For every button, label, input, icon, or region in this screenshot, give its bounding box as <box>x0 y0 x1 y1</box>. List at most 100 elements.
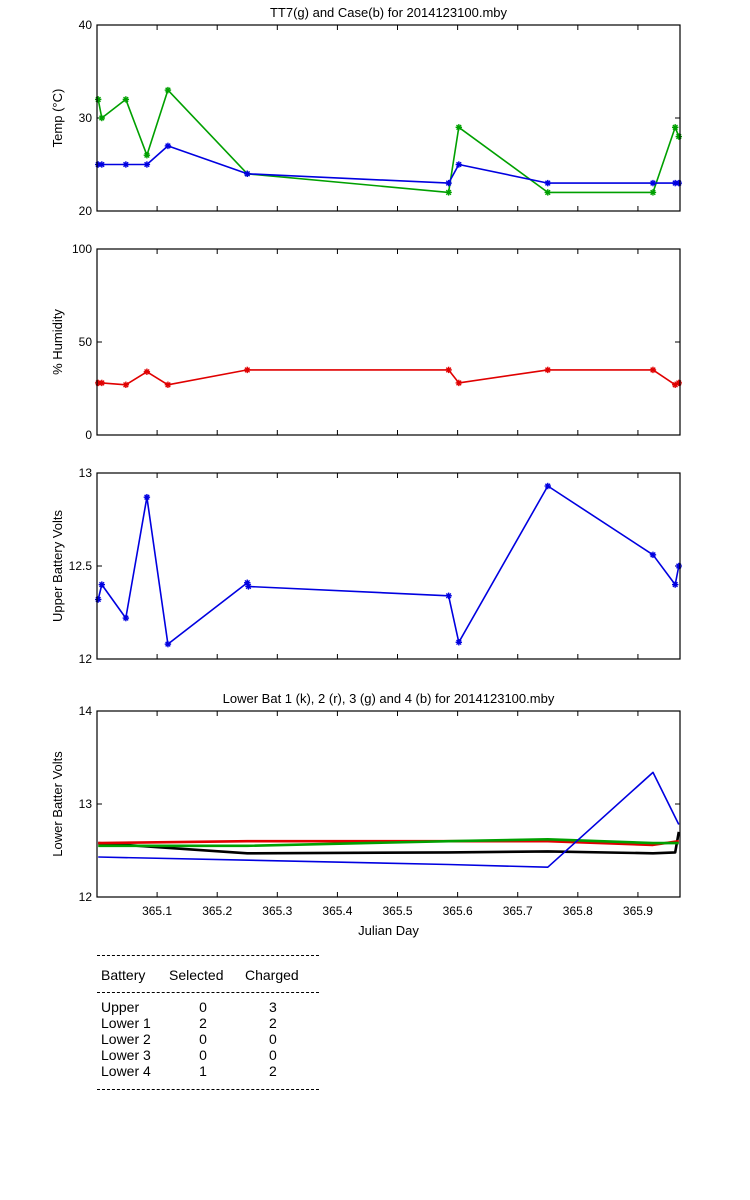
x-tick-label: 365.4 <box>322 904 352 918</box>
y-tick-label: 100 <box>72 242 92 256</box>
data-point-marker <box>456 161 462 168</box>
y-axis-label: Temp (°C) <box>50 89 65 148</box>
series-4 <box>98 771 680 869</box>
table-row: Upper 0 3 <box>97 999 319 1015</box>
y-axis-label: Lower Batter Volts <box>50 751 65 857</box>
row-battery-name: Upper <box>101 999 140 1015</box>
chart-title: Lower Bat 1 (k), 2 (r), 3 (g) and 4 (b) … <box>223 691 555 706</box>
data-point-marker <box>544 180 551 186</box>
series-2 <box>95 142 682 187</box>
data-point-marker <box>544 189 551 196</box>
data-point-marker <box>544 367 551 373</box>
table-header-rule <box>97 992 319 993</box>
table-row: Lower 1 2 2 <box>97 1015 319 1031</box>
x-tick-label: 365.1 <box>142 904 172 918</box>
data-point-marker <box>445 189 452 196</box>
plot-frame <box>96 710 681 898</box>
y-tick-label: 20 <box>79 204 93 218</box>
y-tick-label: 40 <box>79 18 93 32</box>
y-tick-label: 12.5 <box>69 559 93 573</box>
header-battery: Battery <box>101 967 146 983</box>
row-selected: 0 <box>199 1031 207 1047</box>
row-charged: 0 <box>269 1031 277 1047</box>
x-tick-label: 365.3 <box>262 904 292 918</box>
data-point-marker <box>165 641 171 647</box>
series-1 <box>95 86 682 196</box>
y-tick-label: 13 <box>79 466 93 480</box>
header-charged: Charged <box>245 967 299 983</box>
chart-panel-3: 12 12.5 13 Upper Battery Volts <box>50 466 682 666</box>
data-point-marker <box>144 368 150 375</box>
series-1 <box>95 366 682 388</box>
chart-panel-4: 12 13 14 365.1 365.2 365.3 365.4 365.5 365.6 365.… <box>50 691 681 938</box>
row-battery-name: Lower 3 <box>101 1047 151 1063</box>
data-point-marker <box>544 483 551 489</box>
data-point-marker <box>650 367 656 373</box>
data-point-marker <box>99 115 105 121</box>
plot-frame <box>96 24 681 212</box>
data-point-marker <box>672 124 678 131</box>
data-point-marker <box>123 615 129 621</box>
row-selected: 0 <box>199 999 207 1015</box>
table-row: Lower 4 1 2 <box>97 1063 319 1079</box>
x-tick-label: 365.2 <box>202 904 232 918</box>
series-line <box>98 771 680 869</box>
data-point-marker <box>245 583 252 590</box>
row-charged: 3 <box>269 999 277 1015</box>
data-point-marker <box>123 96 129 103</box>
y-tick-label: 12 <box>79 652 93 666</box>
header-selected: Selected <box>169 967 224 983</box>
data-point-marker <box>456 639 462 646</box>
row-battery-name: Lower 1 <box>101 1015 151 1031</box>
row-selected: 2 <box>199 1015 207 1031</box>
data-point-marker <box>99 161 105 168</box>
row-selected: 0 <box>199 1047 207 1063</box>
series-line <box>98 369 680 386</box>
y-tick-label: 13 <box>79 797 93 811</box>
data-point-marker <box>123 161 129 168</box>
y-axis-label: % Humidity <box>50 309 65 375</box>
data-point-marker <box>165 143 171 149</box>
y-tick-label: 30 <box>79 111 93 125</box>
data-point-marker <box>144 152 150 158</box>
data-point-marker <box>244 171 251 177</box>
y-axis-label: Upper Battery Volts <box>50 510 65 622</box>
y-tick-label: 0 <box>85 428 92 442</box>
table-bottom-rule <box>97 1089 319 1090</box>
data-point-marker <box>445 180 452 186</box>
data-point-marker <box>445 592 452 599</box>
x-tick-label: 365.6 <box>443 904 473 918</box>
row-battery-name: Lower 4 <box>101 1063 151 1079</box>
data-point-marker <box>165 381 171 388</box>
series-line <box>98 837 679 848</box>
row-charged: 0 <box>269 1047 277 1063</box>
data-point-marker <box>165 87 171 93</box>
chart-title: TT7(g) and Case(b) for 2014123100.mby <box>270 5 508 20</box>
x-tick-label: 365.5 <box>382 904 412 918</box>
table-top-rule <box>97 955 319 956</box>
series-3 <box>98 837 679 848</box>
data-point-marker <box>650 180 656 186</box>
y-tick-label: 12 <box>79 890 93 904</box>
data-point-marker <box>650 189 656 196</box>
data-point-marker <box>123 381 129 388</box>
data-point-marker <box>650 552 656 558</box>
series-line <box>97 485 680 645</box>
row-battery-name: Lower 2 <box>101 1031 151 1047</box>
data-point-marker <box>456 124 462 131</box>
series-line <box>98 145 679 184</box>
data-point-marker <box>244 579 251 586</box>
data-point-marker <box>445 367 452 373</box>
data-point-marker <box>144 161 150 168</box>
data-point-marker <box>144 494 150 500</box>
row-selected: 1 <box>199 1063 207 1079</box>
series-1 <box>98 831 681 855</box>
table-body: Upper 0 3 Lower 1 2 2 Lower 2 0 0 Lower … <box>97 993 319 1089</box>
chart-panel-2: 0 50 100 % Humidity <box>50 242 682 442</box>
x-axis-label: Julian Day <box>358 923 419 938</box>
plot-frame <box>96 472 681 660</box>
series-line <box>98 831 681 855</box>
data-point-marker <box>672 581 678 588</box>
x-tick-label: 365.9 <box>623 904 653 918</box>
table-row: Lower 3 0 0 <box>97 1047 319 1063</box>
